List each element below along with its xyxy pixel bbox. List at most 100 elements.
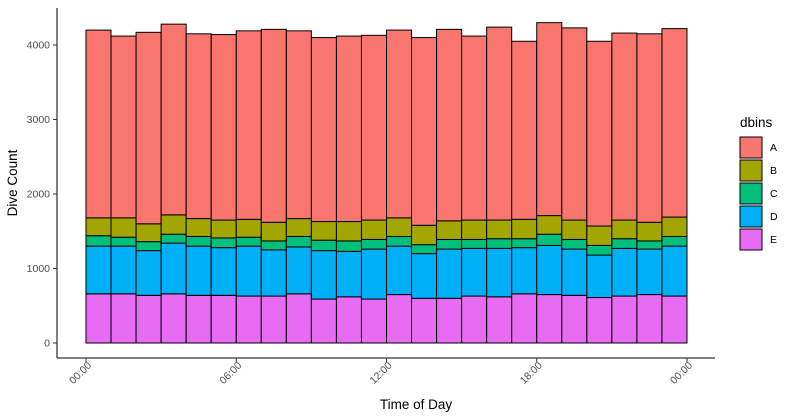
bar-segment-c-2: [135, 241, 162, 252]
bar-segment-d-5: [210, 247, 237, 296]
bar-segment-e-8: [285, 293, 312, 344]
x-tick-label: 06:00: [217, 360, 244, 387]
bar-segment-e-4: [185, 294, 212, 344]
bar-segment-a-1: [110, 35, 137, 219]
bar-segment-b-13: [411, 224, 438, 246]
bar-segment-d-9: [310, 250, 337, 300]
bar-segment-a-14: [436, 28, 463, 222]
bar-segment-d-19: [561, 248, 588, 296]
bar-segment-c-14: [436, 238, 463, 250]
legend-key-c: [739, 182, 763, 205]
bar-segment-e-6: [235, 295, 262, 344]
bar-segment-c-16: [486, 238, 513, 249]
bar-segment-b-5: [210, 219, 237, 239]
bar-segment-c-0: [85, 235, 112, 247]
bar-segment-d-21: [611, 247, 638, 297]
bar-segment-c-6: [235, 236, 262, 247]
legend-label-a: A: [770, 142, 777, 154]
bar-segment-d-2: [135, 250, 162, 296]
bar-segment-b-15: [461, 219, 488, 240]
y-tick-label: 0: [44, 338, 50, 350]
bar-segment-a-13: [411, 37, 438, 226]
bar-segment-d-17: [511, 247, 538, 295]
bar-segment-b-6: [235, 218, 262, 238]
bar-segment-e-18: [536, 294, 563, 344]
bar-segment-b-12: [386, 217, 413, 237]
bar-segment-d-7: [260, 249, 287, 297]
bar-segment-d-14: [436, 248, 463, 299]
bar-segment-e-10: [335, 296, 362, 344]
bar-segment-e-20: [586, 297, 613, 344]
x-tick-label: 18:00: [518, 360, 545, 387]
bar-segment-e-5: [210, 294, 237, 344]
legend-title: dbins: [740, 115, 773, 130]
bar-segment-e-13: [411, 297, 438, 344]
x-tick-label: 00:00: [67, 360, 94, 387]
bar-segment-e-7: [260, 295, 287, 344]
bar-segment-c-3: [160, 233, 187, 244]
bar-segment-d-23: [661, 245, 688, 297]
bar-segment-c-4: [185, 235, 212, 247]
bar-segment-c-22: [636, 240, 663, 250]
bar-segment-e-22: [636, 294, 663, 344]
bar-segment-a-9: [310, 37, 337, 223]
bar-segment-b-17: [511, 218, 538, 240]
legend-key-d: [739, 205, 763, 228]
legend-label-c: C: [770, 188, 778, 200]
bar-segment-e-12: [386, 294, 413, 344]
bar-segment-a-18: [536, 22, 563, 217]
bar-segment-b-11: [360, 219, 387, 240]
y-tick-label: 2000: [27, 189, 51, 201]
bar-segment-c-10: [335, 240, 362, 252]
bar-segment-a-12: [386, 29, 413, 219]
bar-segment-c-19: [561, 238, 588, 250]
bar-segment-c-18: [536, 233, 563, 246]
bars-layer: [85, 22, 688, 344]
bar-segment-b-4: [185, 218, 212, 237]
x-axis-title: Time of Day: [380, 397, 453, 412]
bar-segment-c-9: [310, 239, 337, 252]
x-tick-label: 12:00: [368, 360, 395, 387]
legend-label-d: D: [770, 211, 778, 223]
bar-segment-b-14: [436, 220, 463, 240]
bar-segment-c-12: [386, 235, 413, 247]
bar-segment-c-11: [360, 238, 387, 250]
bar-segment-a-4: [185, 33, 212, 220]
bar-segment-a-0: [85, 29, 112, 219]
bar-segment-b-18: [536, 215, 563, 235]
bar-segment-a-5: [210, 34, 237, 221]
bar-segment-a-11: [360, 34, 387, 221]
bar-segment-d-4: [185, 245, 212, 296]
legend-key-e: [739, 228, 763, 251]
bar-segment-e-9: [310, 298, 337, 344]
bar-segment-e-19: [561, 294, 588, 344]
bar-segment-a-10: [335, 35, 362, 223]
bar-segment-a-22: [636, 33, 663, 223]
bar-segment-d-12: [386, 245, 413, 296]
bar-segment-a-2: [135, 31, 162, 225]
bar-segment-e-2: [135, 294, 162, 344]
bar-segment-c-17: [511, 238, 538, 249]
bar-segment-b-10: [335, 221, 362, 242]
bar-segment-b-2: [135, 223, 162, 243]
bar-segment-d-11: [360, 248, 387, 300]
bar-segment-a-17: [511, 40, 538, 220]
bar-segment-a-23: [661, 28, 688, 218]
bar-segment-c-1: [110, 236, 137, 247]
bar-segment-b-0: [85, 217, 112, 237]
y-tick-label: 3000: [27, 114, 51, 126]
bar-segment-b-23: [661, 216, 688, 237]
bar-segment-a-15: [461, 35, 488, 221]
bar-segment-c-5: [210, 237, 237, 249]
bar-segment-c-13: [411, 244, 438, 255]
bar-segment-d-13: [411, 253, 438, 299]
bar-segment-e-1: [110, 293, 137, 344]
legend-key-a: [739, 136, 763, 159]
bar-segment-a-3: [160, 23, 187, 216]
bar-segment-c-8: [285, 235, 312, 248]
legend-label-b: B: [770, 165, 777, 177]
bar-segment-b-20: [586, 225, 613, 246]
bar-segment-c-21: [611, 238, 638, 249]
